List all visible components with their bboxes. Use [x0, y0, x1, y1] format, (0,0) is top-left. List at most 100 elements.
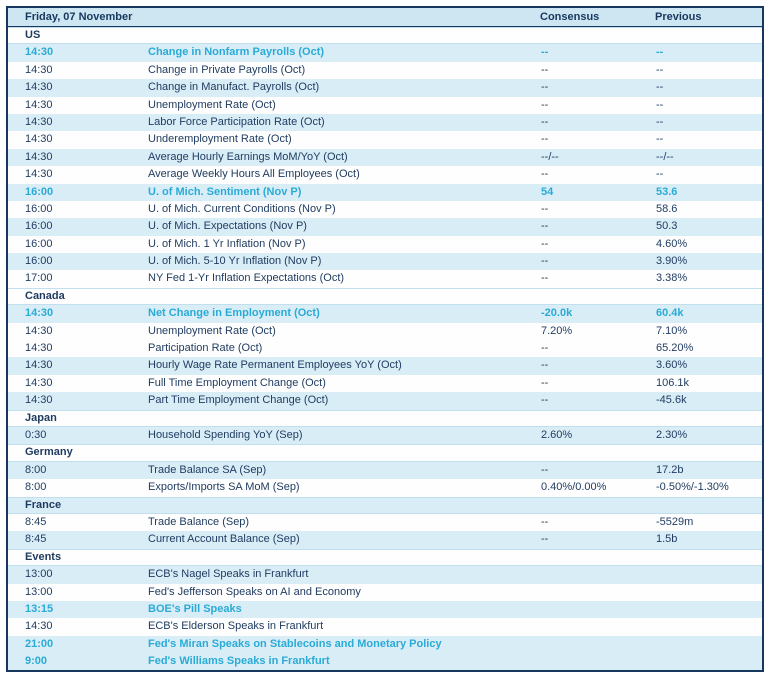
event-name: Exports/Imports SA MoM (Sep): [148, 481, 300, 494]
event-row[interactable]: 8:45 Trade Balance (Sep) -- -5529m: [8, 513, 762, 532]
event-row[interactable]: 21:00 Fed's Miran Speaks on Stablecoins a…: [8, 635, 762, 654]
event-name: U. of Mich. 1 Yr Inflation (Nov P): [148, 237, 306, 250]
event-previous: 58.6: [656, 202, 678, 215]
event-name: Unemployment Rate (Oct): [148, 324, 276, 337]
event-previous: 3.90%: [656, 255, 688, 268]
event-row[interactable]: 13:00 Fed's Jefferson Speaks on AI and Ec…: [8, 583, 762, 601]
event-name: U. of Mich. Sentiment (Nov P): [148, 185, 302, 198]
event-time: 8:45: [25, 533, 47, 546]
column-header-consensus: Consensus: [540, 11, 600, 23]
event-row[interactable]: 13:00 ECB's Nagel Speaks in Frankfurt: [8, 566, 762, 584]
event-consensus: 2.60%: [541, 428, 573, 441]
event-consensus: 7.20%: [541, 324, 573, 337]
event-previous: [655, 601, 762, 618]
event-name: Household Spending YoY (Sep): [148, 428, 303, 441]
event-time: 8:00: [25, 481, 47, 494]
event-time: 14:30: [25, 98, 53, 111]
event-row[interactable]: 14:30 Unemployment Rate (Oct) -- --: [8, 96, 762, 114]
event-row[interactable]: 14:30 Net Change in Employment (Oct) -20.0…: [8, 305, 762, 323]
event-previous: [655, 636, 762, 653]
event-time: 14:30: [25, 168, 53, 181]
event-row[interactable]: 16:00 U. of Mich. Current Conditions (Nov…: [8, 200, 762, 219]
event-row[interactable]: 14:30 Average Hourly Earnings MoM/YoY (Oc…: [8, 148, 762, 167]
event-row[interactable]: 14:30 Change in Manufact. Payrolls (Oct) -…: [8, 79, 762, 97]
event-row[interactable]: 14:30 Change in Nonfarm Payrolls (Oct) -- -…: [8, 44, 762, 62]
event-time: 17:00: [25, 272, 53, 285]
event-time: 14:30: [25, 376, 53, 389]
section-label: Events: [25, 550, 62, 563]
event-consensus: --: [541, 359, 549, 372]
event-consensus: [540, 618, 655, 635]
event-consensus: 54: [541, 185, 554, 198]
event-consensus: [540, 566, 655, 583]
event-row[interactable]: 8:45 Current Account Balance (Sep) -- 1.5b: [8, 531, 762, 549]
event-previous: 1.5b: [656, 533, 678, 546]
event-row[interactable]: 14:30 Hourly Wage Rate Permanent Employee…: [8, 357, 762, 375]
event-time: 14:30: [25, 620, 53, 633]
event-row[interactable]: 14:30 Average Weekly Hours All Employees …: [8, 166, 762, 184]
event-consensus: -20.0k: [541, 307, 573, 320]
event-previous: 7.10%: [656, 324, 688, 337]
event-row[interactable]: 14:30 Full Time Employment Change (Oct) --…: [8, 374, 762, 393]
event-row[interactable]: 14:30 ECB's Elderson Speaks in Frankfurt: [8, 618, 762, 636]
event-row[interactable]: 14:30 Part Time Employment Change (Oct) --…: [8, 392, 762, 410]
event-time: 14:30: [25, 342, 53, 355]
event-name: ECB's Elderson Speaks in Frankfurt: [148, 620, 324, 633]
event-row[interactable]: 8:00 Exports/Imports SA MoM (Sep) 0.40%/0.…: [8, 479, 762, 497]
event-row[interactable]: 17:00 NY Fed 1-Yr Inflation Expectations …: [8, 270, 762, 288]
event-row[interactable]: 14:30 Unemployment Rate (Oct) 7.20% 7.10%: [8, 322, 762, 341]
event-name: U. of Mich. Expectations (Nov P): [148, 220, 307, 233]
event-time: 14:30: [25, 307, 54, 320]
event-row[interactable]: 0:30 Household Spending YoY (Sep) 2.60% 2.3…: [8, 426, 762, 445]
event-previous: --: [656, 133, 664, 146]
event-name: Change in Manufact. Payrolls (Oct): [148, 81, 320, 94]
section-label: Canada: [25, 289, 65, 302]
event-previous: --: [656, 98, 664, 111]
event-row[interactable]: 13:15 BOE's Pill Speaks: [8, 600, 762, 619]
event-previous: -5529m: [656, 515, 694, 528]
section-row-us[interactable]: US: [8, 27, 762, 45]
event-previous: 65.20%: [656, 342, 694, 355]
event-time: 21:00: [25, 637, 54, 650]
event-consensus: 0.40%/0.00%: [541, 481, 607, 494]
event-consensus: --: [541, 63, 549, 76]
event-previous: 50.3: [656, 220, 678, 233]
event-name: Fed's Williams Speaks in Frankfurt: [148, 655, 330, 668]
event-name: Unemployment Rate (Oct): [148, 98, 276, 111]
event-time: 13:00: [25, 585, 53, 598]
event-row[interactable]: 16:00 U. of Mich. Expectations (Nov P) -- 5…: [8, 218, 762, 236]
section-row-events[interactable]: Events: [8, 548, 762, 567]
calendar-rows: US 14:30 Change in Nonfarm Payrolls (Oct) -…: [8, 27, 762, 671]
event-row[interactable]: 14:30 Labor Force Participation Rate (Oct…: [8, 113, 762, 132]
event-previous: [655, 653, 762, 670]
event-row[interactable]: 16:00 U. of Mich. 5-10 Yr Inflation (Nov …: [8, 253, 762, 271]
event-row[interactable]: 16:00 U. of Mich. Sentiment (Nov P) 54 53.6: [8, 183, 762, 201]
event-name: U. of Mich. Current Conditions (Nov P): [148, 202, 336, 215]
event-row[interactable]: 14:30 Underemployment Rate (Oct) -- --: [8, 131, 762, 149]
event-row[interactable]: 8:00 Trade Balance SA (Sep) -- 17.2b: [8, 461, 762, 480]
event-time: 16:00: [25, 237, 53, 250]
event-name: Average Weekly Hours All Employees (Oct): [148, 168, 360, 181]
event-previous: 60.4k: [656, 307, 684, 320]
section-row-canada[interactable]: Canada: [8, 287, 762, 306]
event-name: Current Account Balance (Sep): [148, 533, 300, 546]
event-name: Fed's Jefferson Speaks on AI and Economy: [148, 585, 361, 598]
event-previous: --: [656, 63, 664, 76]
event-previous: --/--: [656, 150, 674, 163]
event-time: 14:30: [25, 324, 53, 337]
event-row[interactable]: 14:30 Change in Private Payrolls (Oct) -- -…: [8, 61, 762, 80]
event-previous: 17.2b: [656, 463, 684, 476]
event-consensus: --: [541, 202, 549, 215]
section-row-france[interactable]: France: [8, 496, 762, 514]
event-time: 14:30: [25, 115, 53, 128]
event-row[interactable]: 16:00 U. of Mich. 1 Yr Inflation (Nov P) -…: [8, 235, 762, 254]
event-time: 9:00: [25, 655, 48, 668]
event-name: Labor Force Participation Rate (Oct): [148, 115, 325, 128]
event-consensus: [540, 636, 655, 653]
event-row[interactable]: 14:30 Participation Rate (Oct) -- 65.20%: [8, 340, 762, 358]
event-consensus: --: [541, 237, 549, 250]
event-row[interactable]: 9:00 Fed's Williams Speaks in Frankfurt: [8, 653, 762, 671]
section-row-germany[interactable]: Germany: [8, 444, 762, 462]
section-row-japan[interactable]: Japan: [8, 409, 762, 427]
section-label: US: [25, 29, 41, 41]
